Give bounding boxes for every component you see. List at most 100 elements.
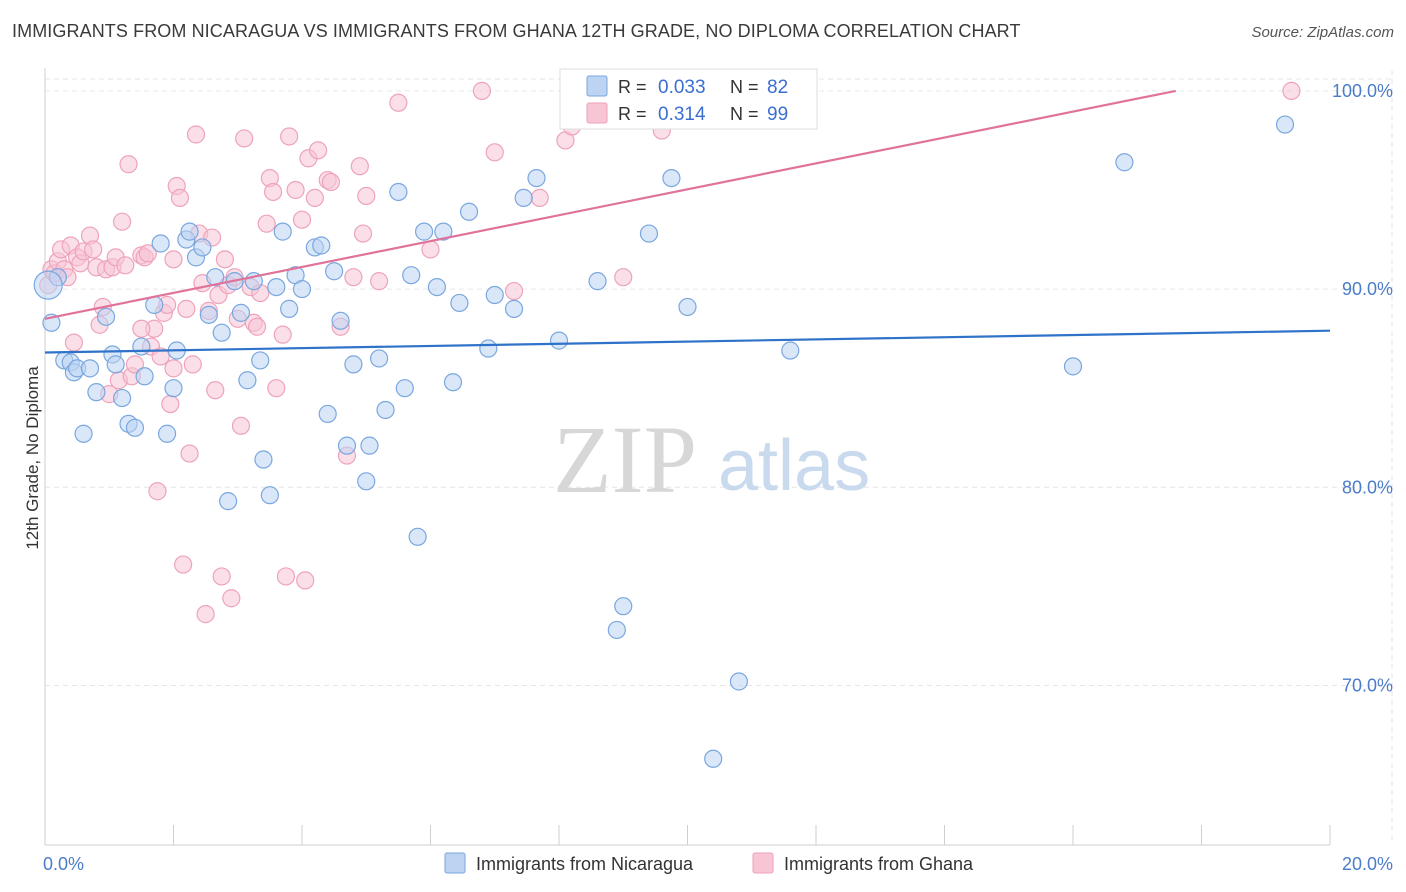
ghana-point-92 (614, 268, 633, 287)
y-tick-labels: 70.0% 80.0% 90.0% 100.0% (1332, 81, 1393, 696)
legend-r-value-nicaragua: 0.033 (658, 77, 706, 98)
y-tick-label-2: 90.0% (1342, 279, 1393, 299)
x-tick-label-0: 0.0% (43, 854, 84, 874)
ghana-point-36 (161, 394, 180, 414)
nicaragua-point-60 (443, 373, 463, 392)
nicaragua-point-51 (370, 349, 389, 368)
nicaragua-point-48 (344, 355, 363, 374)
nicaragua-point-61 (450, 293, 469, 313)
nicaragua-point-74 (678, 297, 697, 317)
nicaragua-point-62 (459, 202, 479, 221)
axes (44, 68, 1331, 846)
nicaragua-point-65 (504, 299, 524, 318)
legend-bottom-swatch-nicaragua (444, 852, 466, 874)
nicaragua-point-53 (389, 182, 408, 202)
legend-n-value-nicaragua: 82 (767, 77, 788, 98)
ghana-point-37 (164, 250, 183, 269)
ghana-point-39 (170, 188, 190, 208)
nicaragua-point-57 (414, 222, 434, 241)
trend-lines (44, 89, 1331, 354)
nicaragua-point-56 (408, 527, 427, 546)
chart-title: IMMIGRANTS FROM NICARAGUA VS IMMIGRANTS … (12, 21, 1021, 41)
ghana-point-83 (357, 186, 376, 206)
nicaragua-point-7 (80, 359, 100, 378)
ghana-point-53 (215, 250, 234, 269)
nicaragua-point-64 (485, 285, 504, 305)
nicaragua-point-29 (219, 492, 238, 511)
nicaragua-point-45 (325, 262, 344, 281)
ghana-point-81 (350, 157, 369, 176)
ghana-point-94 (1282, 81, 1301, 100)
nicaragua-point-73 (662, 168, 681, 188)
ghana-point-95 (132, 319, 151, 338)
nicaragua-point-79 (1115, 153, 1134, 172)
ghana-point-86 (472, 81, 491, 100)
series-ghana-points (39, 81, 1301, 624)
nicaragua-point-75 (704, 749, 723, 768)
legend-n-label-nicaragua: N = (730, 77, 759, 97)
ghana-point-52 (212, 567, 231, 586)
legend-swatch-ghana (586, 102, 608, 124)
ghana-point-98 (370, 272, 389, 291)
ghana-point-74 (305, 188, 324, 208)
nicaragua-point-52 (376, 400, 395, 420)
ghana-point-72 (296, 571, 315, 590)
ghana-point-50 (206, 381, 225, 400)
nicaragua-point-12 (112, 388, 132, 408)
ghana-point-82 (353, 224, 373, 243)
nicaragua-point-43 (312, 236, 331, 255)
nicaragua-point-50 (360, 436, 379, 455)
nicaragua-point-8 (87, 383, 106, 402)
legend-n-label-ghana: N = (730, 104, 759, 124)
x-tick-labels: 0.0% 20.0% (43, 854, 1393, 874)
ghana-point-42 (180, 444, 199, 463)
nicaragua-point-44 (318, 404, 337, 424)
nicaragua-point-32 (238, 371, 257, 390)
x-tick-label-1: 20.0% (1342, 854, 1393, 874)
legend-n-value-ghana: 99 (767, 104, 788, 125)
ghana-point-26 (125, 355, 145, 374)
nicaragua-point-38 (273, 222, 292, 241)
nicaragua-point-26 (199, 305, 218, 324)
nicaragua-point-58 (427, 277, 447, 297)
nicaragua-point-35 (254, 450, 273, 469)
series-nicaragua-points (33, 115, 1295, 768)
nicaragua-point-55 (402, 266, 421, 285)
y-tick-label-1: 80.0% (1342, 477, 1393, 497)
ghana-point-32 (148, 482, 167, 501)
ghana-point-69 (280, 127, 299, 146)
ghana-point-33 (151, 347, 170, 366)
nicaragua-point-71 (614, 597, 633, 616)
nicaragua-point-76 (729, 672, 749, 691)
ghana-point-58 (235, 129, 254, 148)
nicaragua-point-15 (132, 337, 151, 356)
nicaragua-point-59 (434, 222, 453, 241)
watermark-zip: ZIP (553, 406, 697, 513)
ghana-point-43 (183, 355, 202, 374)
nicaragua-point-70 (607, 620, 626, 640)
nicaragua-point-68 (549, 331, 569, 350)
ghana-point-65 (263, 182, 283, 202)
ghana-point-41 (177, 299, 196, 318)
nicaragua-point-78 (1063, 357, 1083, 376)
legend-bottom-label-nicaragua: Immigrants from Nicaragua (476, 854, 694, 874)
legend-bottom: Immigrants from Nicaragua Immigrants fro… (444, 852, 974, 874)
ghana-point-71 (292, 210, 312, 229)
ghana-point-87 (485, 143, 504, 162)
ghana-point-75 (308, 141, 328, 160)
nicaragua-point-63 (479, 339, 498, 358)
legend-swatch-nicaragua (586, 75, 608, 97)
ghana-point-68 (276, 567, 296, 586)
ghana-point-24 (119, 155, 138, 174)
nicaragua-point-14 (125, 418, 145, 437)
nicaragua-point-72 (639, 224, 659, 243)
nicaragua-point-37 (267, 277, 286, 297)
watermark-atlas: atlas (718, 426, 870, 506)
nicaragua-point-67 (527, 168, 546, 188)
ghana-point-23 (116, 256, 135, 275)
nicaragua-point-47 (337, 436, 357, 455)
watermark: ZIP atlas (553, 406, 870, 513)
nicaragua-point-54 (395, 379, 414, 398)
nicaragua-point-25 (193, 238, 212, 257)
nicaragua-point-41 (292, 279, 312, 299)
